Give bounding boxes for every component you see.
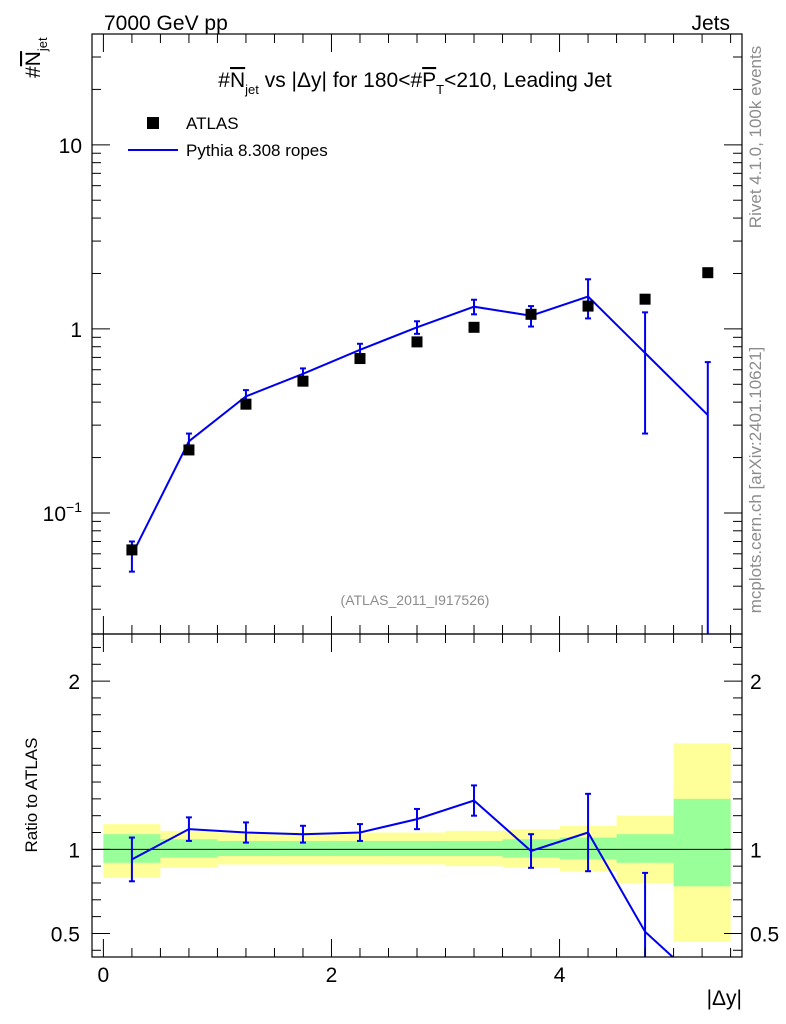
ratio-band-inner	[217, 840, 275, 857]
ratio-y-tick-label-right: 2	[750, 671, 762, 694]
ratio-x-tick-label: 2	[326, 964, 338, 987]
ratio-series-group	[128, 784, 675, 957]
ratio-band-inner	[445, 840, 503, 857]
ratio-x-tick-label: 0	[98, 964, 110, 987]
data-point	[639, 293, 651, 305]
main-ylabel: #Njet	[22, 37, 50, 78]
ratio-panel: 0.5 0.5 1 1 2 2 0 2 4 Ratio to ATLAS |Δy|	[22, 633, 779, 1010]
ratio-band-inner	[388, 840, 446, 857]
ratio-y-tick-label-right: 0.5	[750, 923, 779, 946]
main-panel: #Njet vs |Δy| for 180<#PT<210, Leading J…	[22, 33, 743, 635]
main-y-tick-label: 10−1	[43, 499, 83, 526]
ratio-y-tick-label: 0.5	[51, 923, 80, 946]
legend-data-marker	[147, 117, 159, 129]
legend-data-label: ATLAS	[186, 114, 239, 133]
ratio-bands	[103, 743, 731, 942]
ratio-axis-ticks: 0.5 0.5 1 1 2 2 0 2 4	[51, 634, 779, 987]
data-point	[240, 398, 252, 410]
data-point	[297, 375, 309, 387]
ratio-band-inner	[160, 839, 218, 858]
data-point	[411, 336, 423, 348]
ratio-band-inner	[673, 798, 731, 887]
legend-mc-label: Pythia 8.308 ropes	[186, 141, 328, 160]
data-point	[582, 300, 594, 312]
rivet-version-label: Rivet 4.1.0, 100k events	[746, 46, 765, 228]
main-plot-area	[126, 267, 714, 634]
data-point	[702, 267, 714, 279]
ratio-band-inner	[616, 834, 674, 863]
ratio-y-tick-label: 1	[68, 839, 80, 862]
ratio-line	[131, 799, 675, 957]
main-y-tick-label: 10	[59, 135, 82, 158]
ratio-xlabel: |Δy|	[707, 987, 742, 1010]
main-title: #Njet vs |Δy| for 180<#PT<210, Leading J…	[218, 69, 612, 97]
header-process: Jets	[691, 12, 730, 35]
main-axis-ticks: 10−1 1 10	[43, 33, 742, 634]
analysis-watermark: (ATLAS_2011_I917526)	[341, 592, 490, 608]
mcplots-label: mcplots.cern.ch [arXiv:2401.10621]	[746, 347, 765, 613]
data-point	[525, 308, 537, 320]
header-energy: 7000 GeV pp	[104, 12, 228, 35]
ratio-ylabel: Ratio to ATLAS	[22, 738, 41, 853]
data-point	[126, 544, 138, 556]
data-point	[354, 353, 366, 365]
ratio-band-inner	[331, 840, 389, 857]
ratio-y-tick-label-right: 1	[750, 839, 762, 862]
main-y-tick-label: 1	[70, 319, 82, 342]
mc-line	[131, 295, 709, 556]
ratio-y-tick-label: 2	[68, 671, 80, 694]
ratio-x-tick-label: 4	[554, 964, 566, 987]
data-point	[468, 321, 480, 333]
ratio-band-inner	[274, 840, 332, 857]
data-point	[183, 444, 195, 456]
ratio-plot-area	[92, 784, 742, 957]
